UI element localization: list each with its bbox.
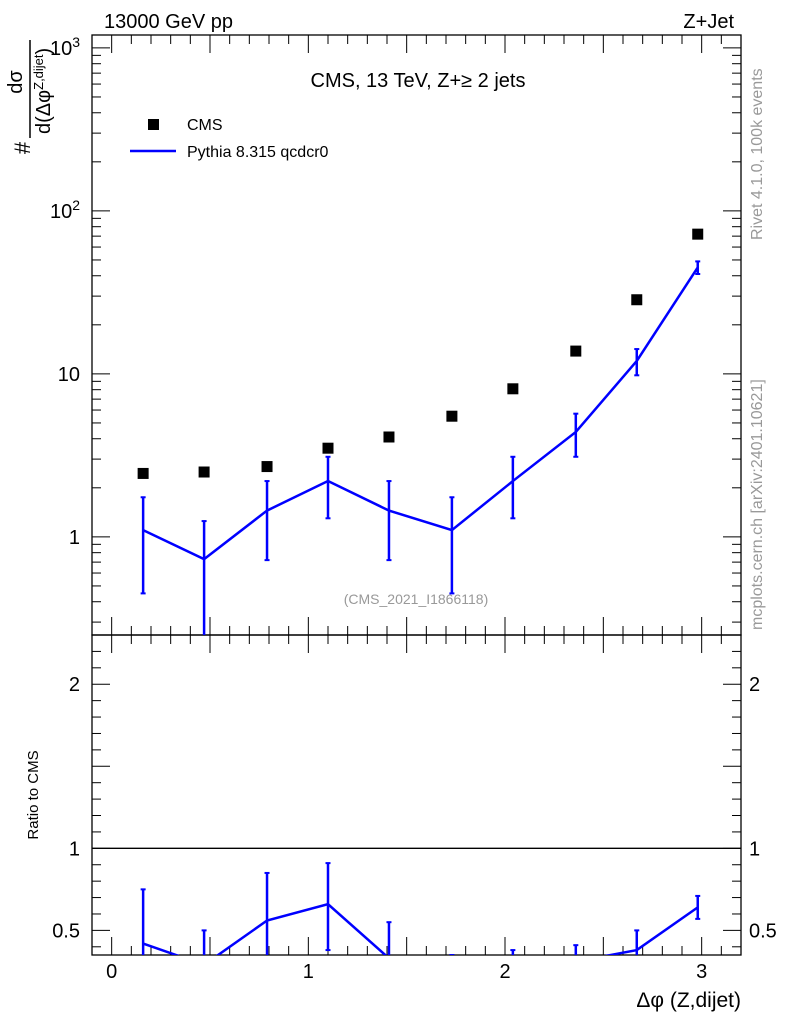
process-label: Z+Jet [683, 11, 734, 33]
cms-data-point [261, 461, 273, 473]
cms-data-point [198, 466, 210, 478]
legend: CMS Pythia 8.315 qcdcr0 [130, 117, 329, 161]
chart-title: CMS, 13 TeV, Z+≥ 2 jets [311, 70, 526, 92]
rivet-version-label: Rivet 4.1.0, 100k events [749, 68, 766, 240]
ratio-y-tick-label-right: 0.5 [749, 920, 777, 942]
beam-label: 13000 GeV pp [104, 11, 233, 33]
y-axis-title-numerator: dσ [5, 70, 27, 94]
x-tick-label: 2 [499, 961, 510, 983]
x-axis-title: Δφ (Z,dijet) [636, 989, 741, 1012]
cms-data-point [570, 345, 582, 357]
ratio-y-axis-title: Ratio to CMS [25, 750, 42, 839]
cms-data-point [446, 410, 458, 422]
analysis-id-label: (CMS_2021_I1866118) [344, 591, 489, 607]
legend-cms-label: CMS [187, 117, 223, 134]
x-axis-ticks: 0 1 2 3 [91, 35, 742, 983]
cms-data-point [137, 467, 149, 479]
cms-data-point [692, 228, 704, 240]
ratio-y-tick-label-left: 1 [69, 838, 80, 860]
ratio-y-axis-ticks: 0.5 0.5 1 1 2 2 [52, 634, 777, 948]
ratio-y-tick-label-right: 1 [749, 838, 760, 860]
cms-data-point [383, 431, 395, 443]
legend-pythia-label: Pythia 8.315 qcdcr0 [187, 144, 329, 161]
ratio-y-tick-label-right: 2 [749, 674, 760, 696]
mcplots-source-label: mcplots.cern.ch [arXiv:2401.10621] [749, 379, 766, 630]
main-y-tick-label: 103 [50, 34, 80, 60]
legend-cms-marker [148, 119, 159, 130]
main-y-tick-label: 102 [50, 197, 80, 223]
ratio-y-tick-label-left: 2 [69, 674, 80, 696]
main-data-layer [137, 228, 704, 635]
y-axis-title-prefix: # [10, 141, 35, 154]
x-tick-label: 3 [696, 961, 707, 983]
main-y-tick-label: 1 [69, 527, 80, 549]
ratio-line [142, 902, 699, 955]
cms-data-point [507, 383, 519, 395]
ratio-y-tick-label-left: 0.5 [52, 920, 80, 942]
ratio-panel-frame [91, 634, 742, 956]
cms-data-point [322, 442, 334, 454]
main-y-axis-ticks: 1 10 102 103 [50, 34, 741, 623]
x-tick-label: 0 [106, 961, 117, 983]
y-axis-title-denominator: d(ΔφZ,dijet) [31, 48, 55, 134]
cms-data-point [631, 294, 643, 306]
ratio-data-layer [140, 862, 701, 955]
main-y-axis-title: # dσ d(ΔφZ,dijet) [5, 40, 55, 154]
x-tick-label: 1 [303, 961, 314, 983]
main-y-tick-label: 10 [58, 364, 80, 386]
pythia-line [142, 266, 699, 561]
